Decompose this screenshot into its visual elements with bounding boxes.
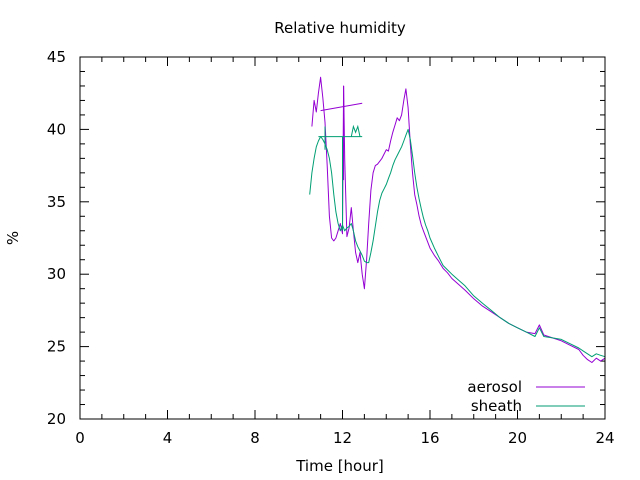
x-tick-label: 16 — [420, 429, 439, 447]
plot-lines — [309, 76, 606, 363]
y-tick-label: 45 — [47, 48, 66, 66]
legend-label-aerosol: aerosol — [467, 378, 522, 396]
y-tick-label: 20 — [47, 410, 66, 428]
chart-title: Relative humidity — [274, 19, 406, 37]
y-tick-label: 40 — [47, 120, 66, 138]
series-segment-sheath — [350, 124, 361, 137]
x-tick-label: 12 — [333, 429, 352, 447]
x-tick-label: 4 — [163, 429, 173, 447]
x-tick-label: 24 — [595, 429, 614, 447]
series-line-aerosol — [311, 76, 606, 363]
y-tick-label: 30 — [47, 265, 66, 283]
x-tick-label: 0 — [75, 429, 85, 447]
plot-frame — [79, 56, 606, 420]
series-line-sheath — [309, 128, 606, 358]
y-tick-label: 25 — [47, 338, 66, 356]
legend-label-sheath: sheath — [471, 397, 522, 415]
x-tick-label: 8 — [250, 429, 260, 447]
series-segment-aerosol — [320, 102, 363, 112]
x-tick-label: 20 — [508, 429, 527, 447]
y-tick-label: 35 — [47, 193, 66, 211]
axis-ticks: 0 4 8 12 16 20 24 20 25 30 35 40 45 — [47, 48, 615, 447]
y-axis-label: % — [4, 231, 22, 245]
x-axis-label: Time [hour] — [295, 457, 384, 475]
